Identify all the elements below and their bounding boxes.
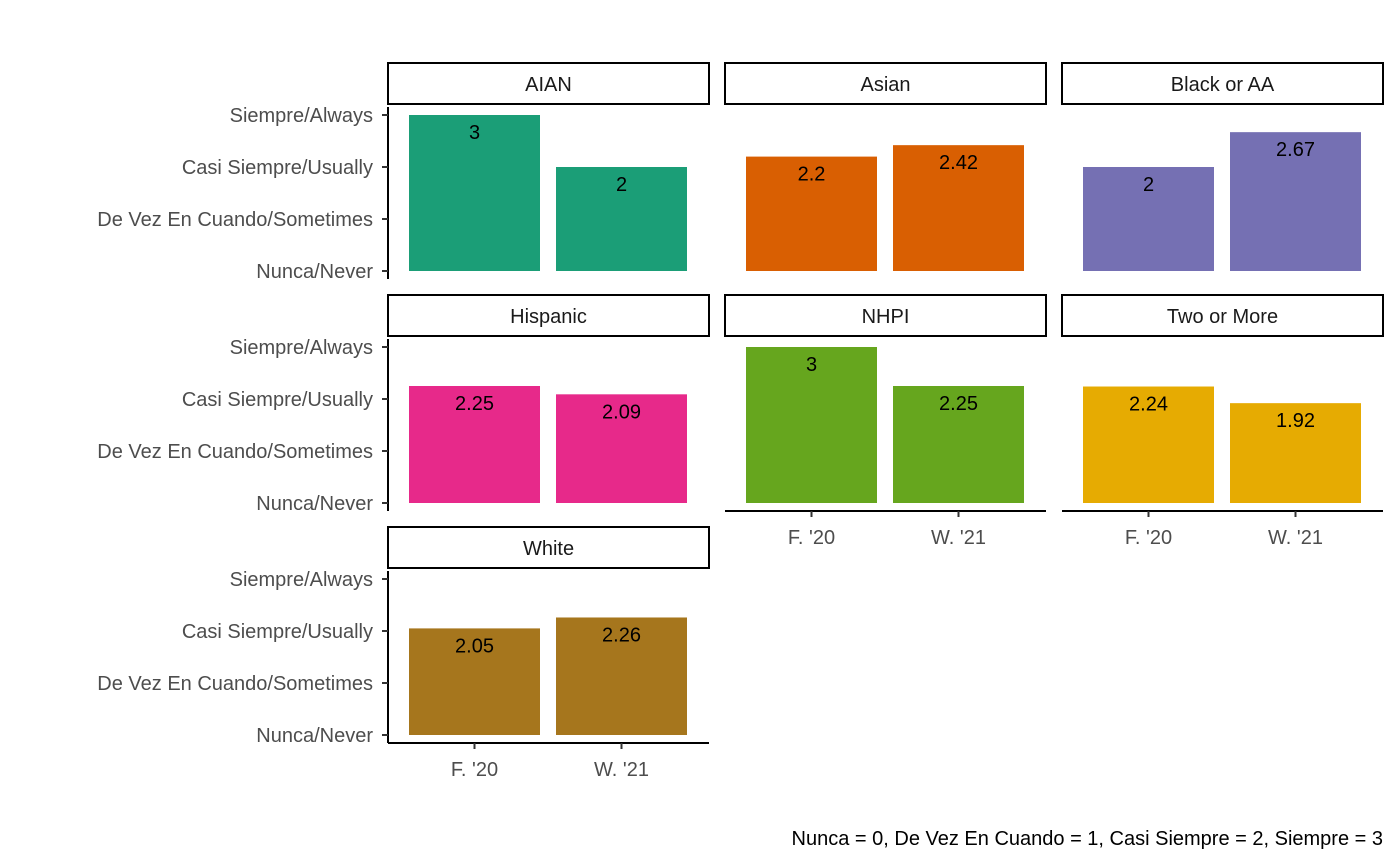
bar-label-two-or-more-w-21: 1.92 — [1276, 410, 1315, 432]
x-tick-label-w-21: W. '21 — [931, 527, 986, 549]
bar-label-black-or-aa-w-21: 2.67 — [1276, 139, 1315, 161]
y-tick-label-nunca-never: Nunca/Never — [256, 725, 373, 747]
strip-label-nhpi: NHPI — [862, 306, 910, 328]
strip-label-white: White — [523, 538, 574, 560]
bar-label-nhpi-w-21: 2.25 — [939, 393, 978, 415]
x-tick-label-w-21: W. '21 — [594, 759, 649, 781]
bar-black-or-aa-w-21 — [1230, 132, 1361, 271]
y-tick-label-siempre-always: Siempre/Always — [230, 337, 373, 359]
bar-label-hispanic-w-21: 2.09 — [602, 401, 641, 423]
bar-white-w-21 — [556, 617, 687, 735]
bar-asian-w-21 — [893, 145, 1024, 271]
bar-aian-w-21 — [556, 167, 687, 271]
bar-label-asian-f-20: 2.2 — [798, 164, 826, 186]
bar-label-black-or-aa-f-20: 2 — [1143, 174, 1154, 196]
bar-asian-f-20 — [746, 156, 877, 271]
panel-white: White 2.05 2.26 Nunca/Never De Vez En Cuando… — [97, 526, 710, 781]
facet-panels: AIAN 3 2 Nunca/Never De Vez En Cuando/Someti… — [97, 62, 1384, 781]
strip-hispanic — [387, 294, 710, 337]
strip-nhpi — [724, 294, 1047, 337]
strip-black-or-aa — [1061, 62, 1384, 105]
strip-label-hispanic: Hispanic — [510, 306, 587, 328]
bar-two-or-more-w-21 — [1230, 403, 1361, 503]
bar-black-or-aa-f-20 — [1083, 167, 1214, 271]
bar-label-white-f-20: 2.05 — [455, 635, 494, 657]
y-tick-label-casi-siempre-usually: Casi Siempre/Usually — [182, 157, 373, 179]
y-tick-label-siempre-always: Siempre/Always — [230, 569, 373, 591]
y-tick-label-nunca-never: Nunca/Never — [256, 261, 373, 283]
x-tick-label-w-21: W. '21 — [1268, 527, 1323, 549]
panel-two-or-more: Two or More 2.24 1.92 F. '20 W. '21 — [1061, 294, 1384, 549]
y-tick-label-de-vez-en-cuando-sometimes: De Vez En Cuando/Sometimes — [97, 673, 373, 695]
x-tick-label-f-20: F. '20 — [788, 527, 835, 549]
strip-two-or-more — [1061, 294, 1384, 337]
bar-white-f-20 — [409, 628, 540, 735]
bar-aian-f-20 — [409, 115, 540, 271]
y-tick-label-siempre-always: Siempre/Always — [230, 105, 373, 127]
bar-two-or-more-f-20 — [1083, 386, 1214, 503]
y-tick-label-de-vez-en-cuando-sometimes: De Vez En Cuando/Sometimes — [97, 441, 373, 463]
strip-asian — [724, 62, 1047, 105]
bar-nhpi-f-20 — [746, 347, 877, 503]
panel-black-or-aa: Black or AA 2 2.67 — [1061, 62, 1384, 271]
strip-label-aian: AIAN — [525, 74, 572, 96]
bar-label-nhpi-f-20: 3 — [806, 354, 817, 376]
bar-label-white-w-21: 2.26 — [602, 624, 641, 646]
panel-hispanic: Hispanic 2.25 2.09 Nunca/Never De Vez En Cua… — [97, 294, 710, 515]
bar-label-aian-w-21: 2 — [616, 174, 627, 196]
bar-label-asian-w-21: 2.42 — [939, 152, 978, 174]
strip-aian — [387, 62, 710, 105]
bar-nhpi-w-21 — [893, 386, 1024, 503]
panel-asian: Asian 2.2 2.42 — [724, 62, 1047, 271]
strip-label-black-or-aa: Black or AA — [1171, 74, 1275, 96]
strip-label-asian: Asian — [860, 74, 910, 96]
y-tick-label-nunca-never: Nunca/Never — [256, 493, 373, 515]
y-tick-label-casi-siempre-usually: Casi Siempre/Usually — [182, 389, 373, 411]
bar-hispanic-w-21 — [556, 394, 687, 503]
strip-label-two-or-more: Two or More — [1167, 306, 1278, 328]
strip-white — [387, 526, 710, 569]
chart-caption: Nunca = 0, De Vez En Cuando = 1, Casi Si… — [792, 828, 1383, 850]
panel-nhpi: NHPI 3 2.25 F. '20 W. '21 — [724, 294, 1047, 549]
bar-label-hispanic-f-20: 2.25 — [455, 393, 494, 415]
bar-label-aian-f-20: 3 — [469, 122, 480, 144]
bar-hispanic-f-20 — [409, 386, 540, 503]
panel-aian: AIAN 3 2 Nunca/Never De Vez En Cuando/Someti… — [97, 62, 710, 283]
x-tick-label-f-20: F. '20 — [1125, 527, 1172, 549]
y-tick-label-de-vez-en-cuando-sometimes: De Vez En Cuando/Sometimes — [97, 209, 373, 231]
y-tick-label-casi-siempre-usually: Casi Siempre/Usually — [182, 621, 373, 643]
bar-label-two-or-more-f-20: 2.24 — [1129, 394, 1168, 416]
x-tick-label-f-20: F. '20 — [451, 759, 498, 781]
